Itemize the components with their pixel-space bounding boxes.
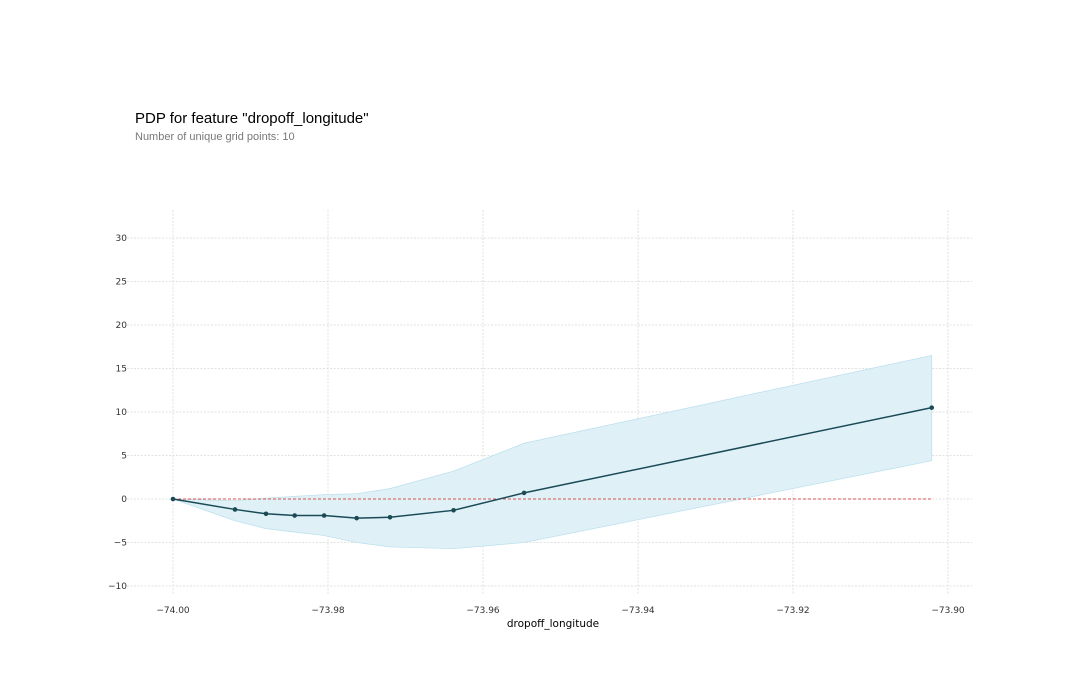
y-tick-label-4: 10 [116, 408, 128, 418]
pdp-point-0 [170, 496, 176, 502]
x-axis-label: dropoff_longitude [507, 618, 599, 630]
pdp-point-3 [292, 513, 297, 518]
x-tick-label-3: −73.94 [621, 606, 655, 616]
pdp-point-5 [354, 515, 359, 521]
y-tick-labels: −10 −5 0 5 10 15 20 25 30 [108, 234, 127, 592]
pdp-point-8 [521, 490, 527, 496]
y-tick-label-7: 25 [116, 278, 127, 288]
pdp-point-7 [451, 508, 456, 513]
confidence-band [172, 354, 933, 549]
pdp-series [170, 405, 935, 521]
pdp-point-6 [387, 514, 393, 520]
y-tick-label-6: 20 [116, 321, 128, 331]
y-tick-label-5: 15 [116, 365, 127, 375]
pdp-point-1 [232, 507, 238, 512]
confidence-band-area [172, 354, 933, 549]
y-tick-label-2: 0 [121, 495, 127, 505]
x-tick-labels: −74.00 −73.98 −73.96 −73.94 −73.92 −73.90 [156, 606, 965, 616]
pdp-point-2 [263, 511, 269, 517]
x-tick-label-1: −73.98 [311, 606, 345, 616]
y-tick-label-0: −10 [108, 582, 127, 592]
chart-subtitle: Number of unique grid points: 10 [135, 131, 295, 143]
y-tick-label-3: 5 [121, 452, 127, 462]
pdp-point-9 [929, 405, 935, 410]
x-tick-label-0: −74.00 [156, 606, 190, 616]
x-tick-label-5: −73.90 [931, 606, 965, 616]
y-tick-label-1: −5 [114, 539, 127, 549]
chart-title: PDP for feature "dropoff_longitude" [135, 110, 369, 127]
x-tick-label-2: −73.96 [466, 606, 500, 616]
x-tick-label-4: −73.92 [776, 606, 809, 616]
y-tick-label-8: 30 [116, 234, 128, 244]
pdp-line [172, 406, 932, 519]
pdp-point-4 [321, 513, 327, 518]
